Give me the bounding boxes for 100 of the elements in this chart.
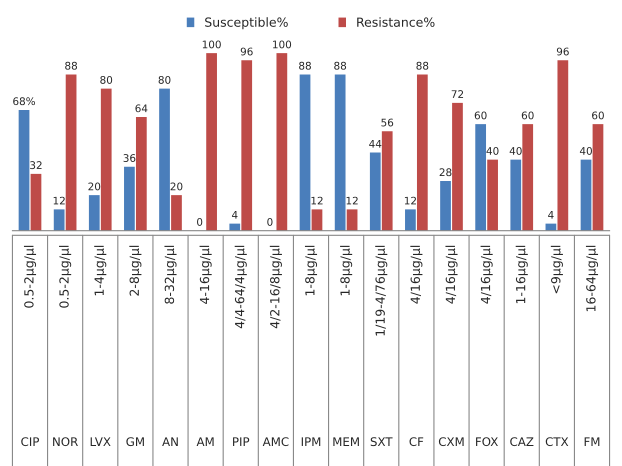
bar bbox=[276, 53, 288, 231]
data-label: 88 bbox=[334, 62, 346, 70]
bar bbox=[592, 124, 604, 231]
data-label: 100 bbox=[202, 40, 221, 48]
text: 4/4-64/4µg/µl bbox=[234, 246, 247, 328]
x-tick-label: NOR bbox=[53, 437, 78, 446]
bar bbox=[546, 224, 556, 231]
x-tick-label: CAZ bbox=[510, 437, 534, 446]
text: 1-8µg/µl bbox=[340, 246, 352, 296]
x-tick-label: CTX bbox=[546, 437, 568, 446]
x-tick-label: AN bbox=[162, 437, 178, 446]
bar bbox=[510, 160, 522, 231]
bar bbox=[300, 74, 310, 231]
x-tick-label: PIP bbox=[233, 437, 250, 446]
x-tick-label: CF bbox=[410, 437, 424, 446]
legend-label: Resistance% bbox=[357, 17, 435, 27]
data-label: 72 bbox=[452, 90, 464, 98]
bar bbox=[580, 160, 592, 231]
data-label: 96 bbox=[556, 48, 569, 56]
text: 4-16µg/µl bbox=[200, 246, 212, 304]
legend-label: Susceptible% bbox=[205, 17, 288, 30]
bar bbox=[171, 195, 182, 231]
text: <9µg/µl bbox=[550, 246, 563, 294]
data-label: 56 bbox=[381, 118, 394, 126]
data-label: 36 bbox=[124, 154, 136, 162]
data-label: 20 bbox=[170, 182, 182, 190]
text: 1-16µg/µl bbox=[516, 246, 528, 304]
bar bbox=[416, 74, 428, 231]
bar bbox=[346, 209, 358, 231]
data-label: 0 bbox=[267, 218, 273, 226]
data-label: 60 bbox=[592, 111, 604, 120]
bar bbox=[522, 124, 534, 231]
text: 4/16µg/µl bbox=[410, 246, 422, 304]
text: 1/19-4/76µg/µl bbox=[375, 246, 388, 336]
data-label: 40 bbox=[580, 146, 592, 155]
bar bbox=[334, 74, 346, 231]
x-tick-label: SXT bbox=[370, 437, 393, 446]
data-label: 12 bbox=[346, 196, 358, 204]
x-tick-label: FOX bbox=[476, 437, 498, 446]
data-label: 60 bbox=[474, 111, 487, 120]
bar bbox=[66, 74, 76, 231]
text: 4/16µg/µl bbox=[480, 246, 493, 304]
data-label: 20 bbox=[88, 182, 100, 190]
bar bbox=[557, 60, 568, 231]
x-tick-label: CXM bbox=[438, 437, 464, 446]
bar bbox=[487, 160, 498, 231]
text: 1-4µg/µl bbox=[94, 246, 106, 296]
data-label: 96 bbox=[240, 48, 253, 56]
data-label: 32 bbox=[30, 161, 42, 170]
x-tick-label: FM bbox=[584, 437, 600, 446]
data-label: 12 bbox=[311, 196, 323, 204]
bar bbox=[241, 60, 252, 231]
bar bbox=[405, 209, 416, 231]
data-label: 4 bbox=[232, 211, 238, 219]
data-label: 4 bbox=[548, 211, 554, 219]
bar bbox=[100, 88, 112, 231]
data-label: 40 bbox=[486, 146, 499, 155]
data-label: 68% bbox=[13, 97, 36, 106]
data-label: 12 bbox=[404, 196, 416, 204]
data-label: 88 bbox=[299, 62, 311, 70]
data-label: 44 bbox=[369, 140, 382, 148]
text: 1-8µg/µl bbox=[304, 246, 318, 296]
text: 8-32µg/µl bbox=[164, 246, 177, 304]
data-label: 12 bbox=[54, 196, 65, 204]
x-tick-label: GM bbox=[126, 437, 144, 446]
bar bbox=[452, 102, 463, 231]
text: 2-8µg/µl bbox=[129, 246, 142, 296]
text: 0.5-2µg/µl bbox=[59, 246, 72, 308]
data-label: 80 bbox=[158, 76, 170, 84]
text: 4/2-16/8µg/µl bbox=[270, 246, 282, 328]
bar bbox=[475, 124, 486, 231]
data-label: 60 bbox=[522, 111, 534, 120]
data-label: 88 bbox=[416, 62, 428, 70]
bar bbox=[30, 174, 42, 231]
data-label: 64 bbox=[135, 104, 148, 112]
x-tick-label: AMC bbox=[262, 437, 288, 446]
data-label: 40 bbox=[510, 146, 522, 155]
bar bbox=[229, 224, 240, 231]
data-label: 0 bbox=[197, 218, 202, 226]
bar bbox=[370, 152, 381, 231]
data-label: 100 bbox=[273, 40, 292, 48]
bar bbox=[18, 110, 30, 231]
data-label: 28 bbox=[440, 168, 452, 176]
text: 4/16µg/µl bbox=[445, 246, 458, 304]
text: 16-64µg/µl bbox=[586, 246, 598, 312]
bar bbox=[206, 53, 217, 231]
bar bbox=[54, 209, 65, 231]
data-label: 88 bbox=[65, 62, 78, 70]
x-tick-label: LVX bbox=[90, 437, 111, 446]
x-tick-label: IPM bbox=[302, 437, 320, 446]
x-tick-label: CIP bbox=[21, 437, 40, 446]
data-label: 80 bbox=[100, 76, 112, 84]
x-tick-label: AM bbox=[196, 437, 214, 446]
bar bbox=[136, 117, 147, 231]
bar bbox=[440, 180, 451, 231]
bar bbox=[312, 209, 322, 231]
bar bbox=[382, 131, 393, 231]
bar bbox=[159, 88, 170, 231]
text: 0.5-2µg/µl bbox=[24, 246, 36, 308]
x-tick-label: MEM bbox=[333, 437, 359, 446]
